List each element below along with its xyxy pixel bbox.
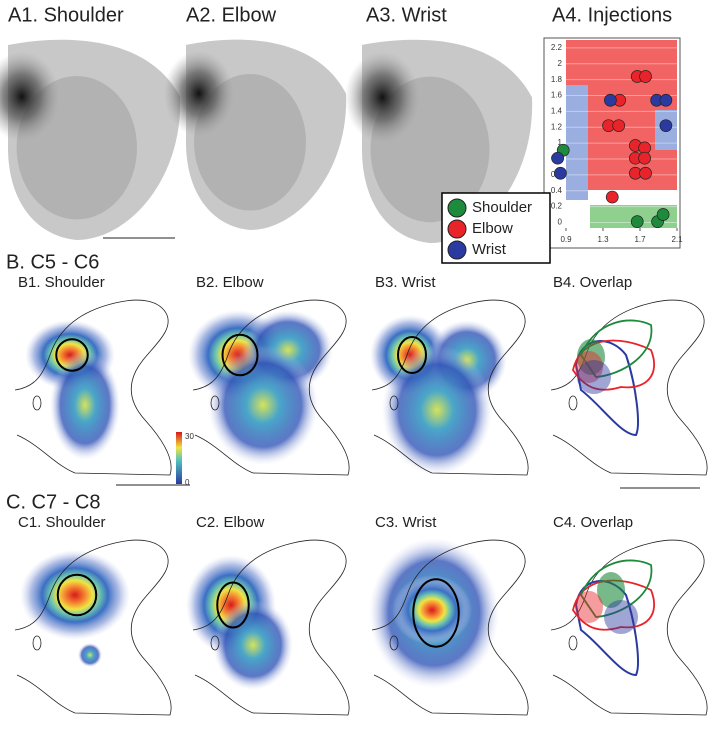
injection-site	[638, 151, 651, 165]
section-title: C. C7 - C8	[6, 491, 100, 513]
central-canal	[210, 395, 220, 411]
heat-map	[14, 299, 172, 476]
density	[392, 575, 472, 645]
labelled-cells	[163, 50, 234, 137]
shoulder-core	[577, 339, 605, 375]
heat-map	[370, 299, 529, 476]
contour	[216, 581, 250, 629]
colorbar	[176, 432, 182, 484]
wrist-zone	[566, 85, 588, 200]
y-tick-label: 2	[558, 59, 563, 68]
injection-site	[659, 119, 673, 133]
density	[382, 345, 492, 475]
labelled-cells	[0, 51, 60, 142]
y-tick-label: 0.2	[551, 202, 563, 211]
overlap-map	[550, 299, 708, 476]
colorbar-label: 30	[185, 432, 194, 441]
legend-label: Wrist	[472, 241, 507, 258]
central-canal	[32, 635, 42, 651]
y-tick-label: 2.2	[551, 43, 563, 52]
central-canal	[389, 635, 399, 651]
injection-site	[659, 93, 673, 107]
central-canal	[32, 395, 42, 411]
legend-label: Elbow	[472, 220, 513, 237]
panel-title: A2. Elbow	[186, 4, 277, 26]
shoulder-contour	[579, 319, 653, 378]
central-canal	[568, 395, 578, 411]
histology-image	[0, 39, 181, 241]
panel-title: B2. Elbow	[196, 274, 264, 291]
y-tick-label: 1	[558, 138, 563, 147]
heat-map	[369, 538, 529, 716]
histology-image	[163, 39, 347, 230]
injection-site	[639, 70, 652, 83]
x-tick-label: 1.3	[597, 235, 609, 244]
heat-map	[188, 299, 350, 476]
shoulder-core	[597, 572, 625, 608]
legend-swatch	[447, 219, 467, 239]
colorbar-label: 0	[185, 478, 190, 487]
panel-title: B3. Wrist	[375, 274, 436, 291]
injection-site	[554, 166, 567, 180]
injection-site	[605, 190, 619, 204]
wrist-core	[577, 360, 611, 394]
panel-title: A4. Injections	[552, 4, 672, 26]
panel-title: B1. Shoulder	[18, 274, 105, 291]
x-tick-label: 1.7	[634, 235, 646, 244]
shoulder-contour	[579, 559, 653, 618]
density	[78, 643, 102, 667]
panel-title: A1. Shoulder	[8, 4, 124, 26]
x-tick-label: 0.9	[560, 235, 572, 244]
labelled-cells	[345, 51, 420, 144]
contour	[55, 338, 89, 372]
contour	[397, 336, 427, 374]
injection-site	[612, 119, 626, 133]
panel-title: C1. Shoulder	[18, 514, 106, 531]
wrist-core	[604, 600, 638, 634]
panel-title: C3. Wrist	[375, 514, 437, 531]
wrist-contour	[574, 580, 639, 677]
contour	[412, 578, 460, 648]
heat-map	[186, 539, 350, 716]
injection-site	[656, 208, 670, 221]
panel-title: C4. Overlap	[553, 514, 633, 531]
central-canal	[389, 395, 399, 411]
legend-swatch	[447, 198, 467, 218]
elbow-core	[575, 591, 603, 623]
elbow-core	[575, 351, 603, 383]
elbow-contour	[572, 579, 656, 631]
y-tick-label: 0	[558, 218, 563, 227]
injection-site	[630, 215, 644, 229]
section-title: B. C5 - C6	[6, 251, 99, 273]
density	[50, 350, 120, 460]
injection-site	[639, 166, 652, 180]
density	[213, 600, 293, 690]
overlap-map	[550, 539, 708, 716]
panel-title: C2. Elbow	[196, 514, 265, 531]
injection-site	[551, 151, 565, 165]
legend-label: Shoulder	[472, 199, 532, 216]
y-tick-label: 1.2	[551, 122, 563, 131]
histology-image	[345, 39, 533, 243]
contour	[221, 333, 259, 377]
density	[20, 550, 130, 640]
injection-site	[604, 93, 617, 107]
contour	[56, 573, 98, 617]
central-canal	[210, 635, 220, 651]
central-canal	[568, 635, 578, 651]
y-tick-label: 1.8	[551, 75, 563, 84]
panel-title: A3. Wrist	[366, 4, 447, 26]
heat-map	[14, 539, 172, 716]
y-tick-label: 0.4	[551, 186, 563, 195]
y-tick-label: 1.6	[551, 91, 563, 100]
x-tick-label: 2.1	[671, 235, 683, 244]
y-tick-label: 1.4	[551, 107, 563, 116]
panel-title: B4. Overlap	[553, 274, 632, 291]
legend-swatch	[447, 240, 467, 260]
